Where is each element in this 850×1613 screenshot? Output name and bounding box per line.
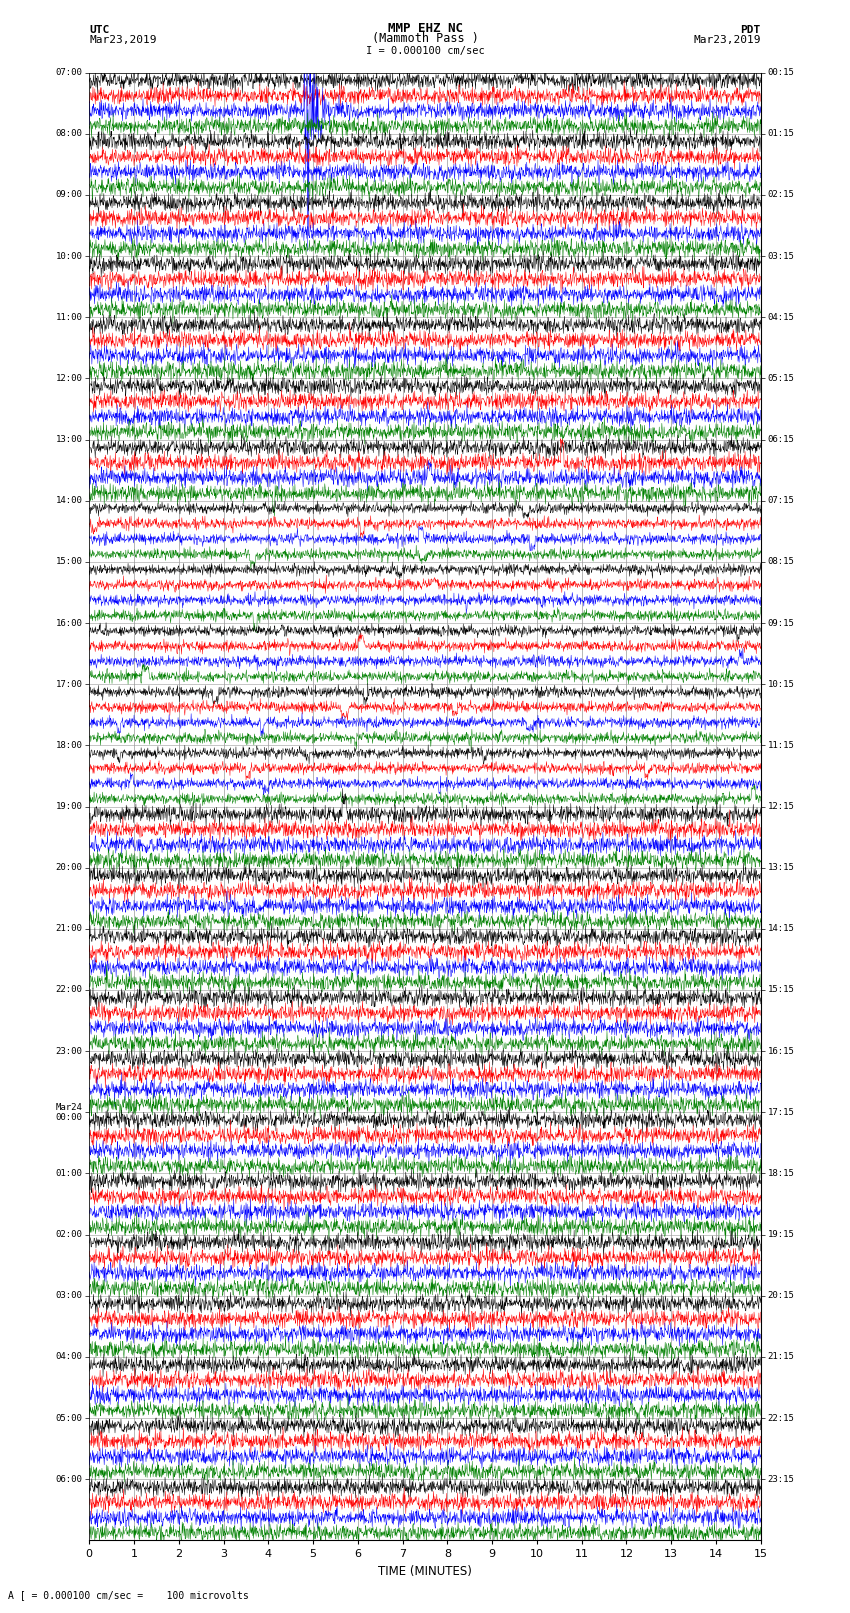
Text: Mar23,2019: Mar23,2019: [694, 35, 761, 45]
Text: A [ = 0.000100 cm/sec =    100 microvolts: A [ = 0.000100 cm/sec = 100 microvolts: [8, 1590, 249, 1600]
Text: MMP EHZ NC: MMP EHZ NC: [388, 21, 462, 35]
Text: I = 0.000100 cm/sec: I = 0.000100 cm/sec: [366, 45, 484, 56]
Text: Mar23,2019: Mar23,2019: [89, 35, 156, 45]
Text: UTC: UTC: [89, 24, 110, 35]
Text: PDT: PDT: [740, 24, 761, 35]
Text: (Mammoth Pass ): (Mammoth Pass ): [371, 32, 479, 45]
X-axis label: TIME (MINUTES): TIME (MINUTES): [378, 1565, 472, 1578]
